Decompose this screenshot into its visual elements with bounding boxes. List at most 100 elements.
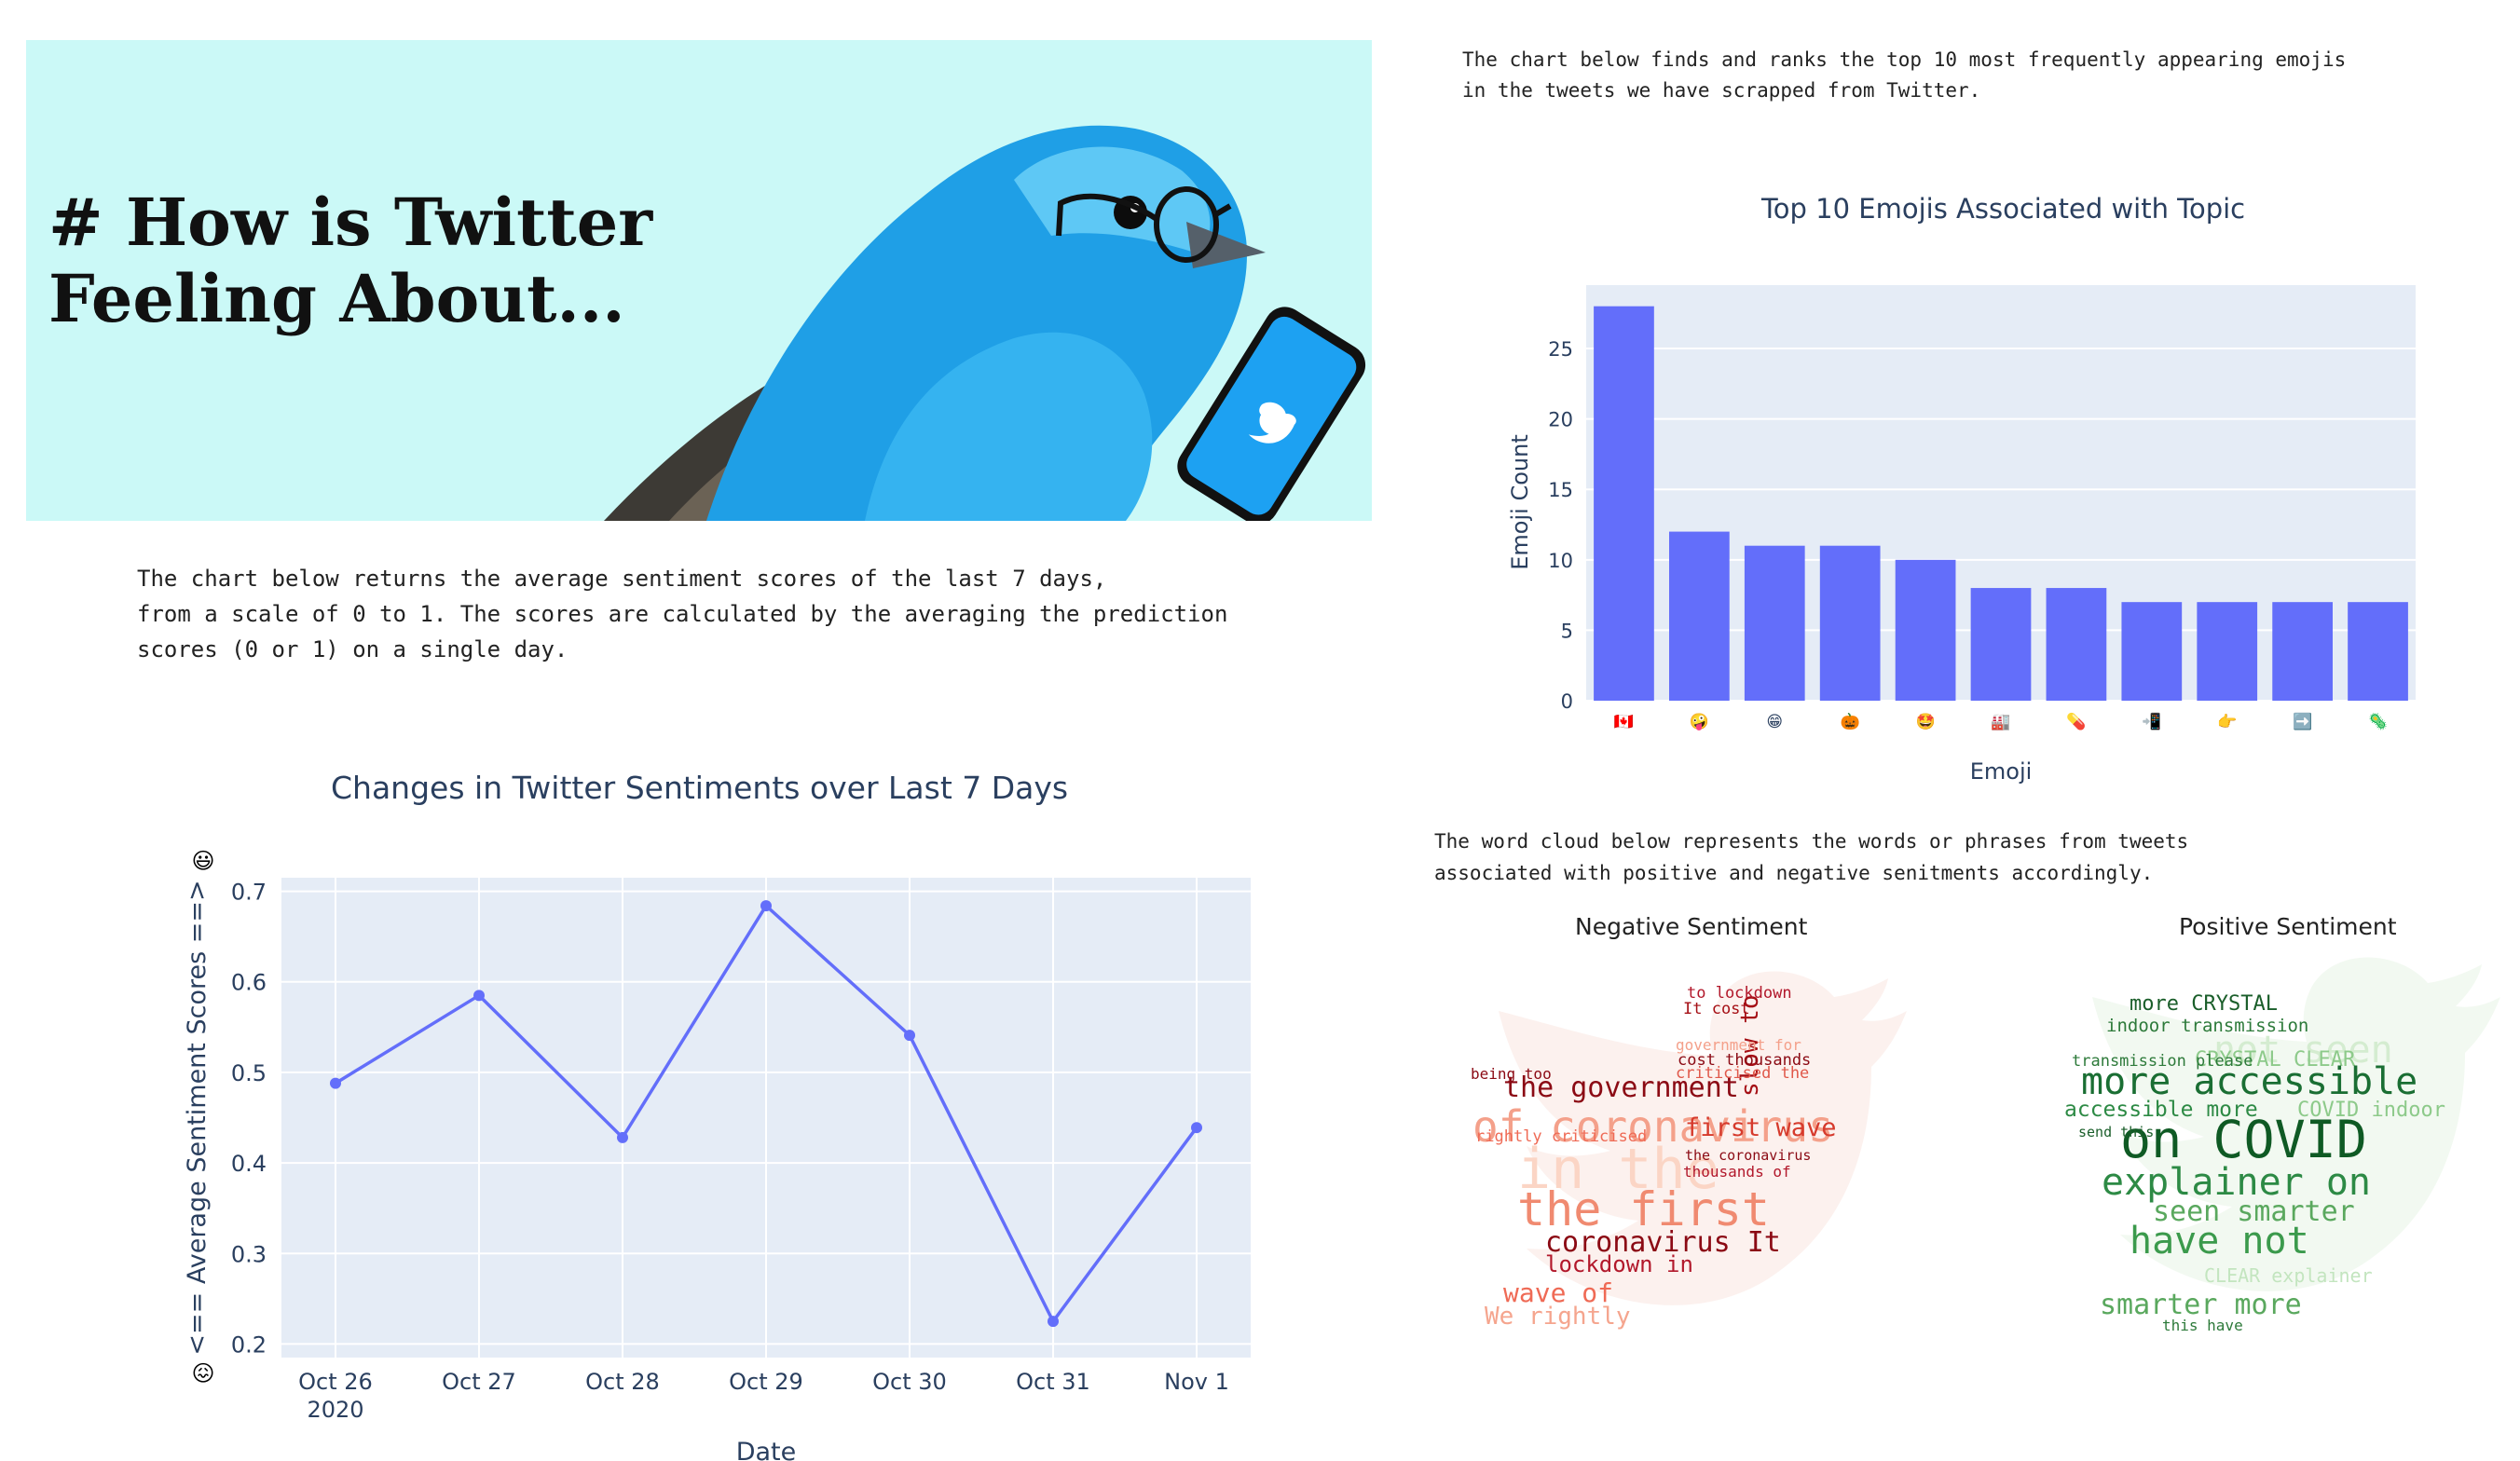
y-tick-label: 5 <box>1561 620 1573 642</box>
data-point[interactable] <box>617 1131 628 1143</box>
wordcloud-word: being too <box>1471 1065 1552 1083</box>
x-tick-label: Oct 30 <box>872 1369 947 1395</box>
data-point[interactable] <box>1048 1316 1059 1328</box>
bar[interactable] <box>1819 545 1881 701</box>
y-tick-label: 0.2 <box>231 1331 267 1358</box>
emoji-bar-chart: 0 5 10 15 20 25 🇨🇦 🤪 😁 🎃 🤩 🏭 💊 📲 👉 ➡️ 🦠 Emoji Emoji Count <box>1507 285 2416 785</box>
wordcloud-word: to lockdown <box>1687 984 1792 1003</box>
x-axis-label: Emoji <box>1970 758 2033 785</box>
y-tick-label: 0.6 <box>231 970 267 996</box>
wordcloud-word: on COVID <box>2120 1110 2367 1169</box>
y-axis-label: Emoji Count <box>1507 434 1533 569</box>
wordcloud-word: not seen <box>2213 1029 2393 1072</box>
wordcloud-word: have not <box>2130 1220 2309 1263</box>
x-axis-label: Date <box>736 1438 797 1461</box>
x-tick-label: Oct 26 <box>298 1369 373 1395</box>
wordcloud-description: The word cloud below represents the word… <box>1434 830 2189 884</box>
x-tick-label: 📲 <box>2142 712 2161 731</box>
wordcloud-word: government for <box>1676 1036 1801 1054</box>
wordcloud-word: more accessible <box>2081 1060 2417 1103</box>
y-tick-label: 0.3 <box>231 1241 267 1267</box>
sentiment-chart-description: The chart below returns the average sent… <box>137 566 1228 662</box>
wordcloud-word: send this <box>2078 1124 2154 1140</box>
wordcloud-word: indoor transmission <box>2106 1016 2308 1036</box>
wordcloud-word: the first <box>1517 1182 1770 1236</box>
wordcloud-word: more CRYSTAL <box>2130 992 2278 1016</box>
wordcloud-word: explainer on <box>2102 1161 2371 1204</box>
emoji-chart-description: The chart below finds and ranks the top … <box>1462 48 2347 102</box>
x-tick-label: 🇨🇦 <box>1614 713 1634 731</box>
y-tick-label: 0.4 <box>231 1151 267 1177</box>
wordcloud-word: CLEAR explainer <box>2204 1264 2373 1287</box>
x-tick-label: Nov 1 <box>1164 1369 1229 1395</box>
data-point[interactable] <box>473 990 485 1002</box>
wordcloud-word: We rightly <box>1485 1303 1631 1331</box>
data-point[interactable] <box>1191 1122 1202 1134</box>
x-tick-label: 💊 <box>2066 712 2086 731</box>
bar[interactable] <box>1895 559 1956 701</box>
wordcloud-word: thousands of <box>1683 1163 1791 1181</box>
wordcloud-word: transmission please <box>2072 1052 2253 1071</box>
bar[interactable] <box>2348 602 2408 701</box>
wordcloud-word: lockdown in <box>1545 1251 1693 1277</box>
bar[interactable] <box>2197 602 2258 701</box>
wordcloud-word: cost thousands <box>1678 1051 1811 1070</box>
bar[interactable] <box>1970 588 2032 701</box>
header-banner: # How is Twitter Feeling About... <box>26 40 1372 521</box>
twitter-bird-illustration <box>604 125 1366 521</box>
negative-wordcloud-title: Negative Sentiment <box>1575 913 1808 940</box>
wordcloud-word: wave of <box>1503 1277 1613 1308</box>
wordcloud-word: slow to <box>1736 994 1764 1097</box>
bar[interactable] <box>1744 545 1805 701</box>
wordcloud-word: It cost <box>1683 1000 1750 1018</box>
x-tick-label: 🤩 <box>1916 713 1936 731</box>
x-tick-label: Oct 31 <box>1016 1369 1090 1395</box>
x-tick-label: Oct 29 <box>729 1369 803 1395</box>
x-tick-label: 🎃 <box>1841 712 1860 731</box>
wordcloud-word: COVID indoor <box>2297 1099 2445 1122</box>
bar[interactable] <box>1669 531 1730 701</box>
x-tick-label: 🤪 <box>1690 713 1709 731</box>
x-tick-label: 🏭 <box>1991 713 2010 731</box>
wordcloud-word: CRYSTAL CLEAR <box>2195 1048 2356 1072</box>
bar[interactable] <box>2046 588 2107 701</box>
wordcloud-word: the coronavirus <box>1685 1147 1811 1164</box>
y-tick-label: 10 <box>1548 550 1573 572</box>
wordcloud-word: seen smarter <box>2153 1195 2355 1228</box>
positive-wordcloud-title: Positive Sentiment <box>2179 913 2397 940</box>
wordcloud-word: of coronavirus <box>1472 1101 1834 1152</box>
y-tick-label: 15 <box>1548 479 1573 501</box>
y-tick-label: 0 <box>1561 690 1573 713</box>
bar[interactable] <box>2272 602 2333 701</box>
x-tick-label: 🦠 <box>2368 712 2388 731</box>
banner-title: # How is Twitter Feeling About... <box>48 184 653 337</box>
y-tick-label: 25 <box>1548 338 1573 361</box>
wordcloud-word: criticised the <box>1676 1064 1809 1083</box>
x-tick-label: Oct 27 <box>442 1369 516 1395</box>
wordcloud-silhouette <box>2092 957 2500 1291</box>
x-tick-label: 2020 <box>307 1397 363 1423</box>
data-point[interactable] <box>330 1077 341 1089</box>
x-tick-label: Oct 28 <box>585 1369 660 1395</box>
wordcloud-word: the government <box>1503 1072 1739 1104</box>
x-tick-label: 👉 <box>2217 713 2237 731</box>
wordcloud-word: first wave <box>1685 1113 1837 1142</box>
wordcloud-word: coronavirus It <box>1545 1226 1781 1259</box>
y-tick-label: 0.5 <box>231 1060 267 1086</box>
y-tick-label: 20 <box>1548 409 1573 431</box>
wordcloud-word: rightly criticised <box>1475 1127 1647 1146</box>
wordcloud-word: in the <box>1517 1137 1719 1202</box>
wordcloud-word: this have <box>2162 1317 2243 1334</box>
data-point[interactable] <box>904 1030 915 1042</box>
bar[interactable] <box>2121 602 2183 701</box>
y-axis-top-emoji: 😃 <box>191 848 214 874</box>
wordcloud-word: smarter more <box>2100 1289 2302 1321</box>
line-chart-title: Changes in Twitter Sentiments over Last … <box>331 770 1069 806</box>
bar[interactable] <box>1594 306 1654 701</box>
y-tick-label: 0.7 <box>231 880 267 906</box>
x-tick-label: 😁 <box>1766 713 1783 731</box>
data-point[interactable] <box>760 900 772 912</box>
